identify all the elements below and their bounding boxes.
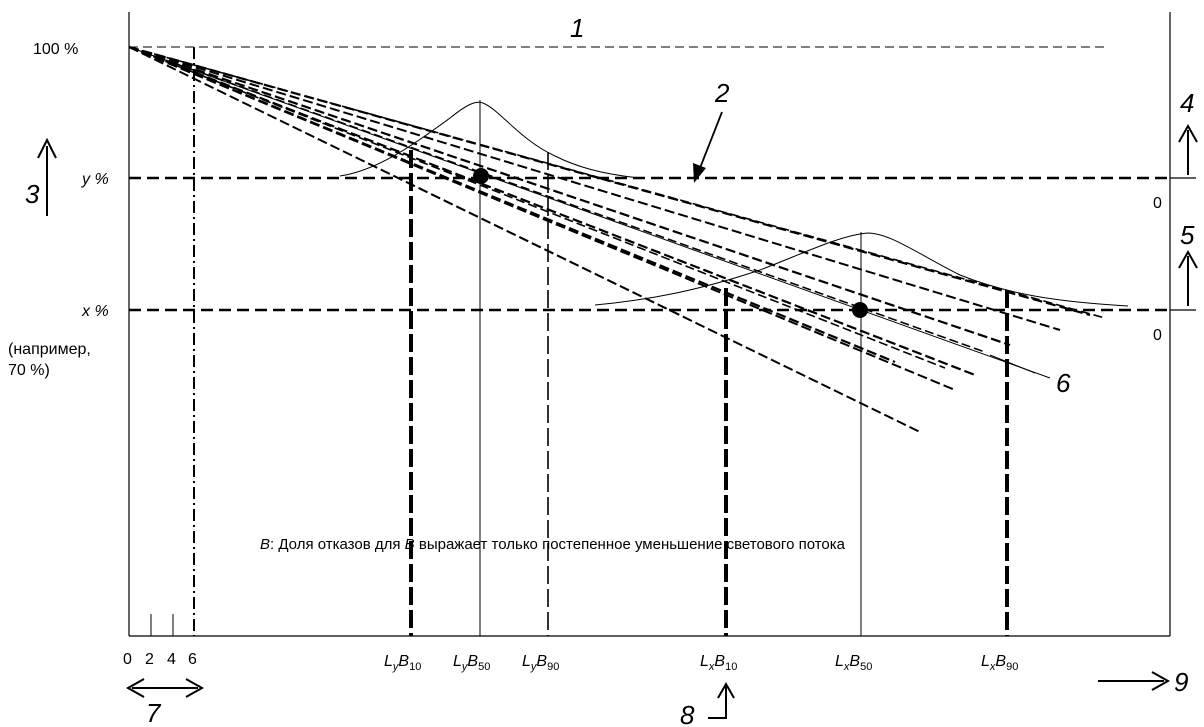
x-tick-label: 4 xyxy=(167,651,176,668)
label-lyb10: LyB10 xyxy=(384,653,421,673)
degradation-line xyxy=(128,46,921,433)
callout-1: 1 xyxy=(570,13,584,43)
note-text: B: Доля отказов для B выражает только по… xyxy=(260,536,846,553)
callout-2-arrowhead xyxy=(693,163,706,183)
label-example-line2: 70 %) xyxy=(8,362,50,379)
label-lxb10: LxB10 xyxy=(700,653,737,673)
callout-8: 8 xyxy=(680,700,695,727)
x-tick-label: 2 xyxy=(145,651,154,668)
label-x-percent: x % xyxy=(81,303,109,320)
callout-6: 6 xyxy=(1056,368,1071,398)
label-zero-lower: 0 xyxy=(1153,327,1162,344)
median-point-x xyxy=(852,302,868,318)
label-lxb90: LxB90 xyxy=(981,653,1018,673)
degradation-lines xyxy=(128,45,1106,433)
label-lyb50: LyB50 xyxy=(453,653,490,673)
arrow-8-head xyxy=(717,681,735,699)
arrow-8-shaft xyxy=(708,686,727,719)
degradation-line xyxy=(128,46,946,369)
mean-degradation-line xyxy=(128,46,1051,379)
median-point-y xyxy=(473,168,489,184)
degradation-line xyxy=(128,45,1011,347)
callout-5: 5 xyxy=(1180,220,1195,250)
degradation-line xyxy=(128,45,1091,317)
distribution-curve-y xyxy=(339,101,641,179)
label-lxb50: LxB50 xyxy=(835,653,872,673)
arrow-7-head-left xyxy=(125,678,145,698)
label-example-line1: (например, xyxy=(8,341,91,358)
arrow-7-head-right xyxy=(185,678,205,698)
x-tick-label: 0 xyxy=(123,651,132,668)
arrow-5-head xyxy=(1178,249,1198,269)
callout-2: 2 xyxy=(714,78,730,108)
degradation-line xyxy=(128,46,1061,331)
x-tick-label: 6 xyxy=(188,651,197,668)
arrow-4-head xyxy=(1178,123,1198,143)
label-100-percent: 100 % xyxy=(33,41,78,58)
degradation-line xyxy=(128,45,896,364)
label-zero-upper: 0 xyxy=(1153,195,1162,212)
callout-9: 9 xyxy=(1174,667,1188,697)
callout-4: 4 xyxy=(1180,88,1194,118)
arrow-3-head xyxy=(37,137,57,159)
degradation-line xyxy=(128,45,976,377)
distribution-curve-x xyxy=(594,232,1129,307)
callout-2-arrow xyxy=(699,111,723,169)
label-lyb90: LyB90 xyxy=(522,653,559,673)
callout-3: 3 xyxy=(25,179,40,209)
label-y-percent: y % xyxy=(81,171,109,188)
arrow-9-head xyxy=(1151,671,1171,691)
callout-6-leader xyxy=(989,354,1036,374)
callout-7: 7 xyxy=(146,698,162,727)
